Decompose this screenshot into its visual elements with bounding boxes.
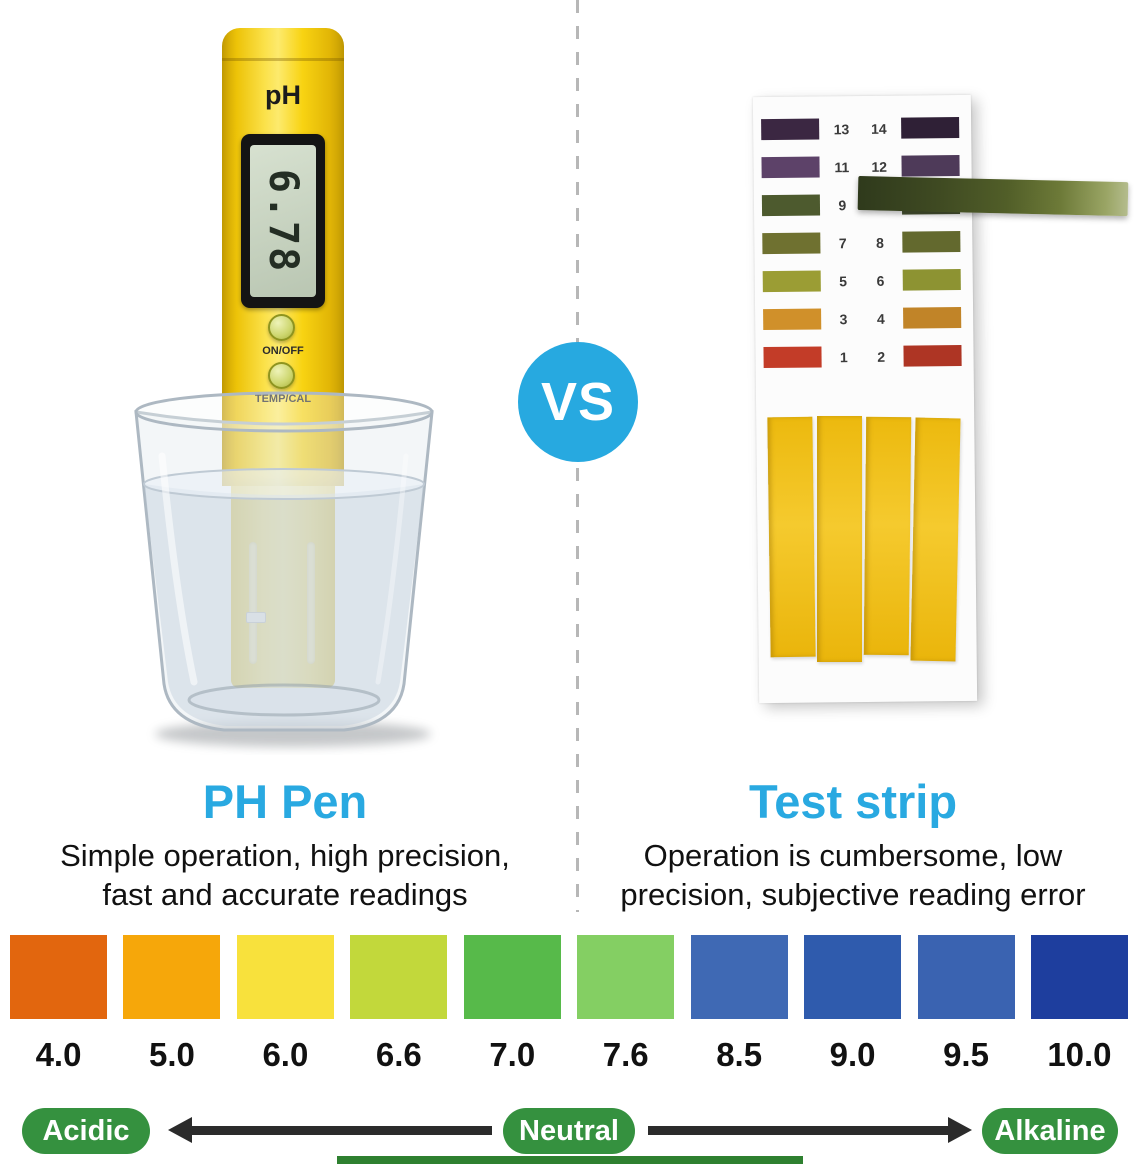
color-swatch — [762, 270, 821, 293]
ph-number: 3 — [839, 310, 848, 327]
neutral-pill: Neutral — [503, 1108, 635, 1154]
temp-cal-button-label: TEMP/CAL — [222, 393, 344, 405]
scale-value-label: 6.6 — [375, 1036, 422, 1073]
chart-row: 5 6 — [762, 268, 961, 293]
scale-value-label: 7.6 — [602, 1036, 649, 1073]
color-swatch — [763, 346, 822, 369]
unused-strip — [910, 417, 961, 662]
vs-badge: VS — [518, 342, 638, 462]
pen-brand-label: pH — [265, 80, 301, 110]
color-swatch — [903, 344, 962, 367]
glass-rim — [134, 391, 434, 433]
lcd-screen: 6.78 — [250, 145, 316, 297]
chart-row: 1 2 — [763, 344, 962, 369]
test-strip-title: Test strip — [748, 775, 958, 828]
pen-cap-seam — [222, 58, 344, 61]
scale-value-label: 10.0 — [1047, 1036, 1112, 1073]
arrow-left-icon — [168, 1117, 492, 1143]
ph-number: 9 — [838, 196, 847, 213]
on-off-button — [268, 314, 295, 341]
scale-item: 8.5 — [690, 935, 788, 1074]
lcd-reading: 6.78 — [260, 168, 307, 274]
lcd-display: 6.78 — [241, 134, 325, 308]
scale-item: 10.0 — [1030, 935, 1128, 1074]
test-strip-desc-line2: precision, subjective reading error — [620, 877, 1086, 912]
scale-value-label: 9.0 — [829, 1036, 876, 1073]
unused-strip — [863, 416, 912, 656]
scale-item: 7.6 — [577, 935, 675, 1074]
scale-color-square — [917, 935, 1015, 1019]
color-swatch — [762, 232, 821, 255]
scale-color-square — [1030, 935, 1128, 1019]
ph-number: 2 — [877, 348, 886, 365]
footer-green-bar — [337, 1156, 803, 1164]
color-swatch — [902, 230, 961, 253]
scale-item: 9.5 — [917, 935, 1015, 1074]
scale-value-label: 7.0 — [489, 1036, 536, 1073]
scale-value-label: 8.5 — [716, 1036, 763, 1073]
vs-label: VS — [540, 372, 616, 432]
water — [144, 484, 424, 726]
scale-color-square — [690, 935, 788, 1019]
color-swatch — [902, 268, 961, 291]
scale-color-square — [236, 935, 334, 1019]
ph-number: 8 — [876, 234, 884, 251]
chart-row: 13 14 — [761, 116, 960, 141]
ph-number: 1 — [839, 348, 848, 365]
chart-row: 11 12 — [761, 154, 960, 179]
unused-strip — [767, 416, 816, 658]
scale-item: 5.0 — [123, 935, 221, 1074]
scale-value-label: 5.0 — [149, 1036, 195, 1073]
scale-value-label: 9.5 — [943, 1036, 989, 1073]
arrow-right-icon — [648, 1117, 972, 1143]
scale-color-square — [10, 935, 107, 1019]
ph-number: 4 — [876, 310, 885, 327]
ph-number: 11 — [834, 158, 850, 175]
color-swatch — [761, 194, 821, 217]
scale-color-square — [577, 935, 675, 1019]
scale-color-square — [804, 935, 902, 1019]
test-strip-desc-line1: Operation is cumbersome, low — [643, 838, 1063, 873]
color-swatch — [761, 156, 820, 179]
ph-pen-title: PH Pen — [202, 775, 368, 828]
glass-bottom — [187, 683, 381, 717]
color-swatch — [903, 306, 962, 329]
on-off-button-label: ON/OFF — [262, 345, 304, 357]
acidic-pill: Acidic — [22, 1108, 150, 1154]
scale-item: 9.0 — [804, 935, 902, 1074]
used-test-strip — [857, 176, 1129, 217]
scale-color-square — [350, 935, 448, 1019]
ph-number: 7 — [838, 234, 847, 251]
color-swatch — [901, 154, 960, 177]
color-swatch — [761, 118, 820, 141]
unused-strip — [817, 416, 862, 662]
scale-item: 4.0 — [10, 935, 107, 1074]
chart-row: 7 8 — [762, 230, 961, 255]
temp-cal-button — [268, 362, 295, 389]
scale-item: 6.0 — [236, 935, 334, 1074]
color-swatch — [901, 116, 960, 139]
ph-number: 5 — [839, 272, 848, 289]
ph-number: 6 — [876, 272, 885, 289]
scale-value-label: 4.0 — [35, 1036, 82, 1073]
alkaline-pill: Alkaline — [982, 1108, 1118, 1154]
scale-item: 6.6 — [350, 935, 448, 1074]
ph-number: 12 — [871, 158, 888, 175]
scale-color-square — [123, 935, 221, 1019]
scale-value-label: 6.0 — [262, 1036, 309, 1073]
scale-color-square — [463, 935, 561, 1019]
glass-highlight-right — [375, 453, 409, 685]
ph-number: 14 — [870, 120, 887, 137]
ph-pen-desc-line2: fast and accurate readings — [102, 877, 468, 912]
glass-highlight-left — [158, 452, 198, 686]
color-swatch — [763, 308, 822, 331]
water-surface — [143, 468, 425, 500]
chart-row: 3 4 — [763, 306, 962, 331]
ph-scale: 4.0 5.0 6.0 6.6 7.0 7.6 8.5 9.0 — [0, 935, 1138, 1074]
scale-item: 7.0 — [463, 935, 561, 1074]
ph-pen-desc-line1: Simple operation, high precision, — [60, 838, 510, 873]
ph-number: 13 — [833, 120, 850, 137]
water-glass — [134, 391, 434, 747]
